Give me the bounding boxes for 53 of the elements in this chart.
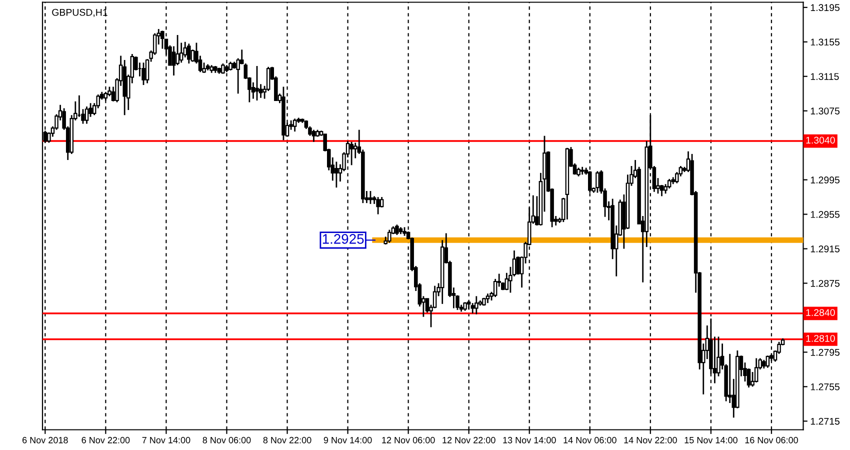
x-tick-label: 16 Nov 06:00 [745,436,798,444]
candlestick [376,196,380,215]
candlestick [486,292,490,304]
candlestick [142,62,146,86]
x-tick-label: 12 Nov 06:00 [382,436,435,444]
candlestick [728,353,732,404]
candlestick [388,229,392,244]
y-tick-label: 1.3195 [810,4,840,12]
candlestick [667,178,672,190]
candlestick [84,106,89,124]
y-tick-label: 1.3155 [810,38,840,46]
candlestick [664,183,668,194]
x-tick-label: 7 Nov 14:00 [142,436,190,444]
x-tick-label: 13 Nov 14:00 [503,436,556,444]
candlestick [368,190,372,205]
y-tick-label: 1.2715 [810,418,840,425]
x-tick-label: 6 Nov 2018 [22,436,68,444]
ref-line-label: 1.3040 [806,136,835,144]
x-tick-label: 14 Nov 06:00 [564,436,616,444]
ref-line-label: 1.2925 [322,234,364,244]
candlestick [754,358,758,384]
x-tick-label: 6 Nov 22:00 [82,436,130,444]
candlestick [380,196,384,208]
candlestick [183,41,187,58]
text: GBPUSD,H1 [52,8,108,17]
candlestick [187,42,191,64]
x-tick-label: 8 Nov 22:00 [263,436,312,444]
candlestick [596,170,600,194]
x-tick-label: 9 Nov 14:00 [324,436,372,444]
candlestick [176,34,180,66]
y-tick-label: 1.3075 [810,108,840,114]
x-tick-label: 14 Nov 22:00 [624,436,677,444]
y-tick-label: 1.2795 [810,348,840,356]
y-tick-label: 1.2995 [810,176,840,184]
x-tick-label: 8 Nov 06:00 [202,436,251,444]
candlestick [470,302,474,314]
candlestick [395,224,399,236]
candlestick [334,161,338,188]
y-tick-label: 1.2955 [810,211,840,218]
ref-line-label: 1.2810 [806,334,835,342]
y-tick-label: 1.2915 [810,245,840,252]
candlestick [312,129,316,143]
x-tick-label: 12 Nov 22:00 [442,436,496,444]
x-tick-label: 15 Nov 14:00 [684,436,738,444]
y-tick-label: 1.2755 [810,383,840,390]
ref-line-label: 1.2840 [806,309,835,316]
candlestick [292,118,297,132]
candlestick [474,295,478,315]
candlestick [562,197,566,223]
y-tick-label: 1.3115 [810,73,839,80]
candlestick [350,141,354,166]
y-tick-label: 1.2875 [810,280,840,287]
candlestick [255,65,259,102]
